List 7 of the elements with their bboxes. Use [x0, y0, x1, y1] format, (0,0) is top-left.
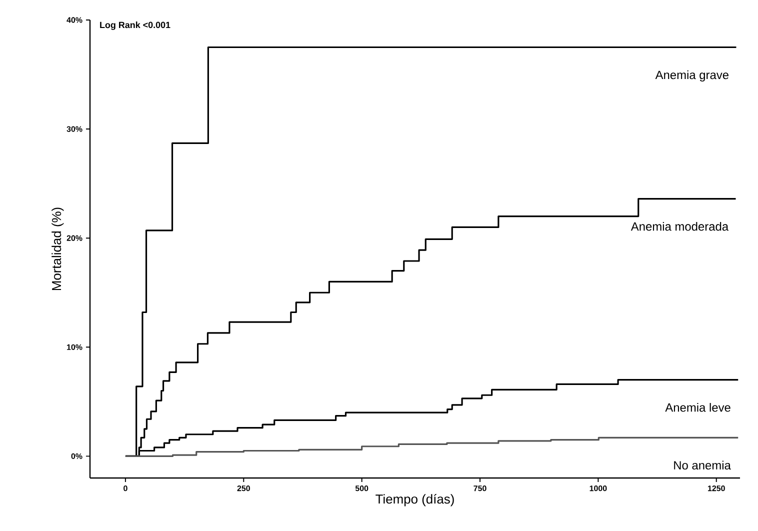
series-label: Anemia grave — [655, 70, 728, 82]
series-label: No anemia — [674, 460, 731, 470]
series-label: Anemia moderada — [630, 222, 729, 231]
y-axis-title: Mortalidad (%) — [52, 208, 64, 290]
annotation: Log Rank <0.001 — [100, 22, 170, 30]
x-axis-title: Tiempo (días) — [376, 494, 454, 506]
series-label: Anemia leve — [665, 402, 730, 412]
